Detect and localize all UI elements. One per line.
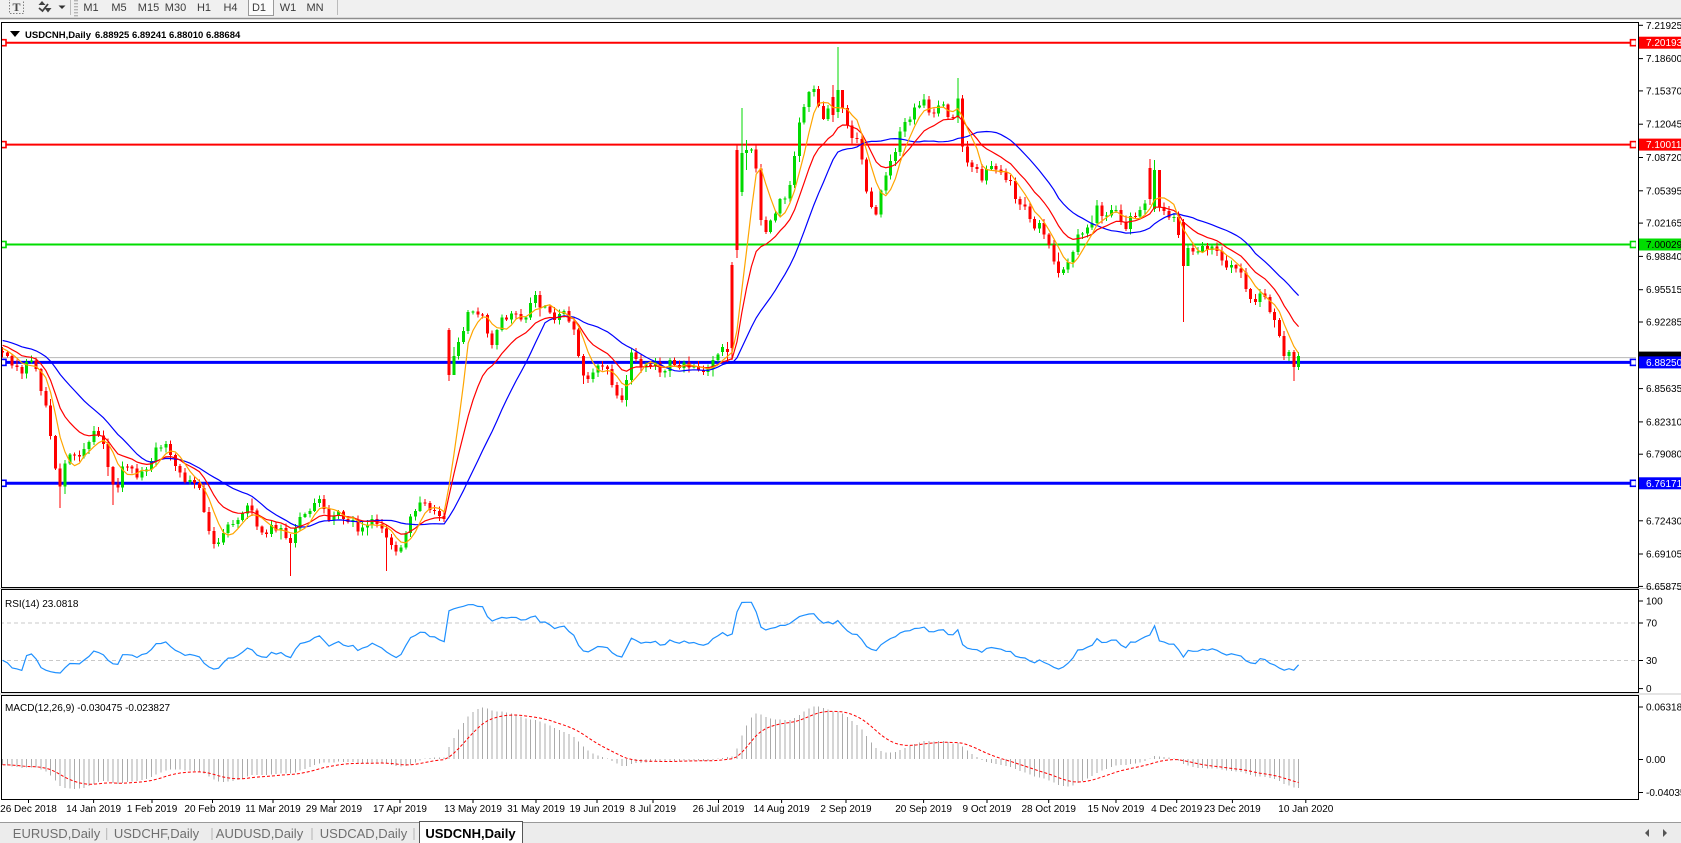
svg-text:7.20193: 7.20193 — [1646, 38, 1681, 49]
svg-text:M5: M5 — [111, 2, 126, 14]
svg-text:14 Jan 2019: 14 Jan 2019 — [66, 804, 121, 815]
svg-text:T: T — [12, 0, 20, 14]
svg-text:9 Oct 2019: 9 Oct 2019 — [963, 804, 1012, 815]
svg-text:6.85635: 6.85635 — [1646, 384, 1681, 395]
svg-text:28 Oct 2019: 28 Oct 2019 — [1021, 804, 1076, 815]
svg-text:USDCAD,Daily: USDCAD,Daily — [320, 826, 408, 841]
svg-text:7.18600: 7.18600 — [1646, 54, 1681, 65]
svg-text:100: 100 — [1646, 597, 1663, 608]
svg-text:7.00029: 7.00029 — [1646, 240, 1681, 251]
svg-text:7.21925: 7.21925 — [1646, 21, 1681, 32]
svg-text:15 Nov 2019: 15 Nov 2019 — [1088, 804, 1145, 815]
svg-text:H1: H1 — [197, 2, 211, 14]
svg-text:14 Aug 2019: 14 Aug 2019 — [754, 804, 811, 815]
svg-text:70: 70 — [1646, 619, 1658, 630]
svg-text:10 Jan 2020: 10 Jan 2020 — [1278, 804, 1333, 815]
svg-text:6.82310: 6.82310 — [1646, 417, 1681, 428]
svg-text:6.88250: 6.88250 — [1646, 358, 1681, 369]
svg-text:6.72430: 6.72430 — [1646, 516, 1681, 527]
svg-text:7.15370: 7.15370 — [1646, 86, 1681, 97]
svg-text:6.95515: 6.95515 — [1646, 285, 1681, 296]
svg-text:RSI(14) 23.0818: RSI(14) 23.0818 — [5, 599, 79, 610]
svg-text:6.79080: 6.79080 — [1646, 450, 1681, 461]
svg-text:7.05395: 7.05395 — [1646, 186, 1681, 197]
svg-text:-0.040355: -0.040355 — [1646, 788, 1681, 799]
svg-text:19 Jun 2019: 19 Jun 2019 — [569, 804, 624, 815]
svg-text:8 Jul 2019: 8 Jul 2019 — [630, 804, 677, 815]
svg-text:11 Mar 2019: 11 Mar 2019 — [245, 804, 301, 815]
svg-text:M30: M30 — [165, 2, 186, 14]
svg-text:6.76171: 6.76171 — [1646, 479, 1681, 490]
svg-text:31 May 2019: 31 May 2019 — [507, 804, 565, 815]
svg-text:6.88925 6.89241 6.88010 6.8868: 6.88925 6.89241 6.88010 6.88684 — [95, 30, 241, 41]
svg-text:M1: M1 — [83, 2, 98, 14]
svg-text:17 Apr 2019: 17 Apr 2019 — [373, 804, 427, 815]
svg-text:USDCNH,Daily: USDCNH,Daily — [25, 30, 92, 41]
svg-text:0.063184: 0.063184 — [1646, 703, 1681, 714]
svg-text:29 Mar 2019: 29 Mar 2019 — [306, 804, 363, 815]
svg-text:M15: M15 — [138, 2, 159, 14]
svg-text:USDCHF,Daily: USDCHF,Daily — [114, 826, 200, 841]
svg-text:MN: MN — [306, 2, 323, 14]
svg-text:30: 30 — [1646, 656, 1658, 667]
svg-text:4 Dec 2019: 4 Dec 2019 — [1151, 804, 1203, 815]
svg-text:W1: W1 — [280, 2, 297, 14]
svg-text:6.92285: 6.92285 — [1646, 318, 1681, 329]
svg-text:23 Dec 2019: 23 Dec 2019 — [1204, 804, 1261, 815]
svg-text:0: 0 — [1646, 684, 1652, 695]
svg-text:6.65875: 6.65875 — [1646, 582, 1681, 593]
svg-text:7.02165: 7.02165 — [1646, 219, 1681, 230]
svg-text:20 Feb 2019: 20 Feb 2019 — [184, 804, 241, 815]
svg-text:7.10011: 7.10011 — [1646, 140, 1681, 151]
svg-text:7.12045: 7.12045 — [1646, 120, 1681, 131]
svg-text:H4: H4 — [223, 2, 237, 14]
svg-text:USDCNH,Daily: USDCNH,Daily — [425, 826, 516, 841]
svg-text:2 Sep 2019: 2 Sep 2019 — [820, 804, 872, 815]
svg-text:0.00: 0.00 — [1646, 755, 1666, 766]
svg-text:13 May 2019: 13 May 2019 — [444, 804, 502, 815]
svg-text:AUDUSD,Daily: AUDUSD,Daily — [216, 826, 304, 841]
svg-text:26 Dec 2018: 26 Dec 2018 — [0, 804, 57, 815]
svg-text:EURUSD,Daily: EURUSD,Daily — [13, 826, 101, 841]
svg-text:6.98840: 6.98840 — [1646, 252, 1681, 263]
svg-text:26 Jul 2019: 26 Jul 2019 — [693, 804, 745, 815]
svg-text:6.69105: 6.69105 — [1646, 550, 1681, 561]
svg-text:1 Feb 2019: 1 Feb 2019 — [127, 804, 178, 815]
svg-text:20 Sep 2019: 20 Sep 2019 — [895, 804, 952, 815]
svg-text:D1: D1 — [252, 2, 266, 14]
svg-text:7.08720: 7.08720 — [1646, 153, 1681, 164]
svg-text:MACD(12,26,9) -0.030475 -0.023: MACD(12,26,9) -0.030475 -0.023827 — [5, 703, 171, 714]
